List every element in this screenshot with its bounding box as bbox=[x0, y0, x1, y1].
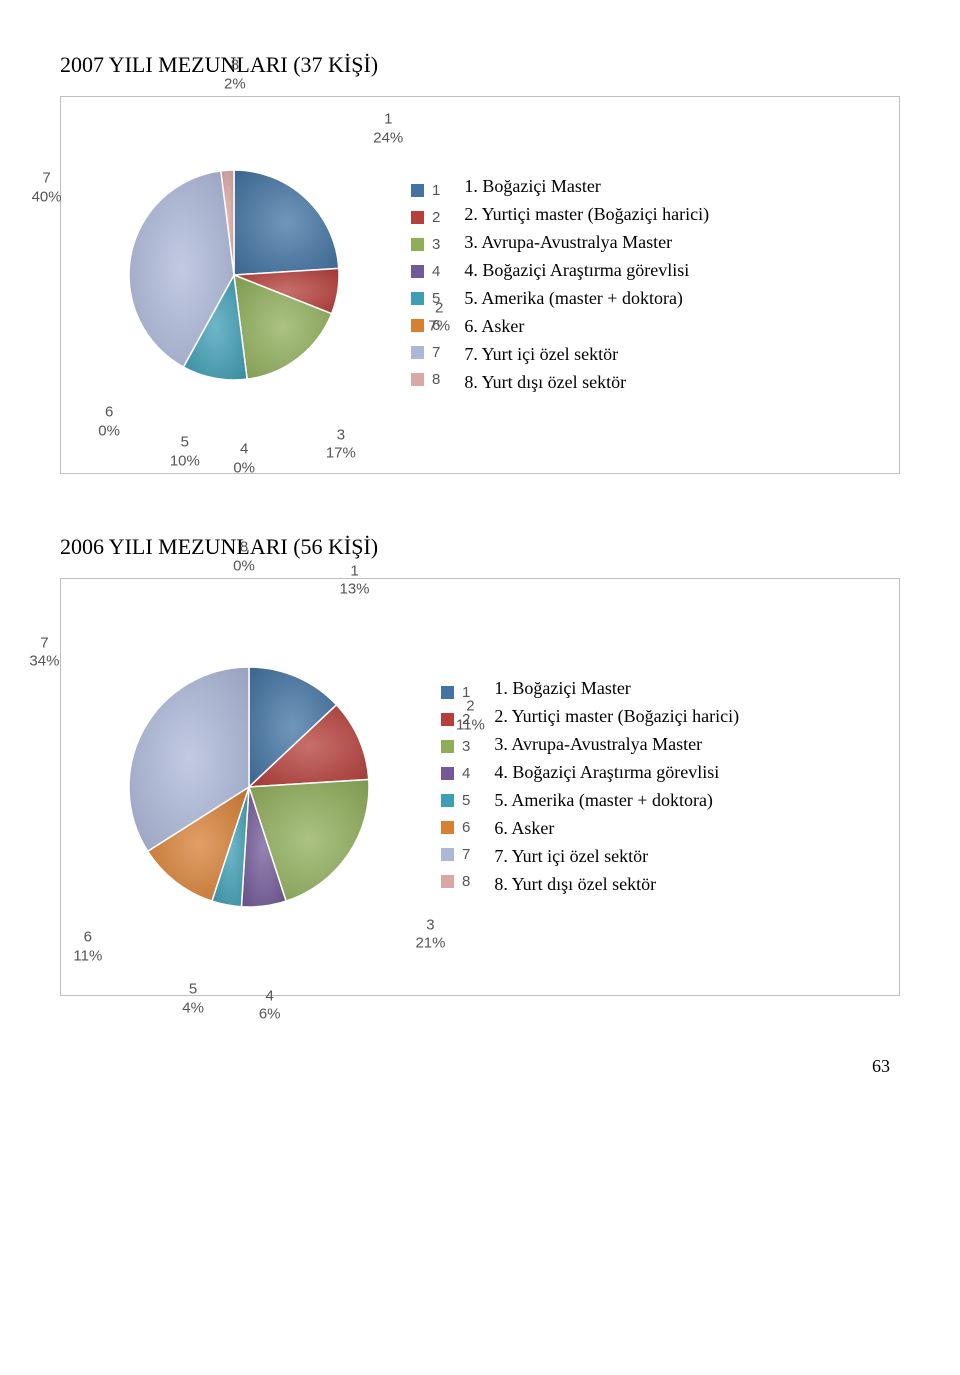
key-line-4: 4. Boğaziçi Araştırma görevlisi bbox=[494, 759, 739, 787]
legend-label-8: 8 bbox=[432, 371, 440, 388]
chart2-container: 113%211%321%46%54%611%734%80% 12345678 1… bbox=[60, 578, 900, 996]
key-line-7: 7. Yurt içi özel sektör bbox=[464, 341, 709, 369]
legend-label-3: 3 bbox=[432, 236, 440, 253]
key-line-3: 3. Avrupa-Avustralya Master bbox=[494, 731, 739, 759]
pie-label-3: 321% bbox=[415, 916, 445, 954]
chart2-pie bbox=[79, 597, 419, 977]
legend-item-1: 1 bbox=[411, 182, 440, 199]
pie-label-6: 60% bbox=[98, 403, 120, 441]
pie-label-8: 80% bbox=[233, 538, 255, 576]
pie-label-5: 510% bbox=[170, 434, 200, 472]
key-line-1: 1. Boğaziçi Master bbox=[464, 173, 709, 201]
pie-slice-1 bbox=[234, 170, 339, 275]
chart2-title: 2006 YILI MEZUNLARI (56 KİŞİ) bbox=[60, 534, 900, 560]
pie-label-4: 40% bbox=[233, 440, 255, 478]
legend-swatch-6 bbox=[411, 319, 424, 332]
key-line-3: 3. Avrupa-Avustralya Master bbox=[464, 229, 709, 257]
pie-label-4: 46% bbox=[259, 987, 281, 1025]
chart1-container: 124%27%317%40%510%60%740%82% 12345678 1.… bbox=[60, 96, 900, 474]
legend-swatch-6 bbox=[441, 821, 454, 834]
pie-label-2: 27% bbox=[428, 299, 450, 337]
legend-label-4: 4 bbox=[432, 263, 440, 280]
pie-label-3: 317% bbox=[326, 426, 356, 464]
key-line-8: 8. Yurt dışı özel sektör bbox=[464, 369, 709, 397]
legend-swatch-1 bbox=[441, 686, 454, 699]
key-line-5: 5. Amerika (master + doktora) bbox=[494, 787, 739, 815]
key-line-1: 1. Boğaziçi Master bbox=[494, 675, 739, 703]
pie-label-7: 740% bbox=[32, 169, 62, 207]
legend-item-6: 6 bbox=[441, 819, 470, 836]
pie-label-2: 211% bbox=[456, 698, 485, 736]
legend-label-1: 1 bbox=[432, 182, 440, 199]
legend-swatch-2 bbox=[441, 713, 454, 726]
page-number: 63 bbox=[60, 1056, 900, 1077]
legend-swatch-3 bbox=[411, 238, 424, 251]
legend-swatch-1 bbox=[411, 184, 424, 197]
chart1-pie-wrap: 124%27%317%40%510%60%740%82% bbox=[79, 115, 389, 455]
pie-label-8: 82% bbox=[224, 57, 246, 95]
key-line-2: 2. Yurtiçi master (Boğaziçi harici) bbox=[464, 201, 709, 229]
legend-label-5: 5 bbox=[462, 792, 470, 809]
pie-label-5: 54% bbox=[182, 980, 204, 1018]
legend-label-7: 7 bbox=[462, 846, 470, 863]
chart2-key: 1. Boğaziçi Master2. Yurtiçi master (Boğ… bbox=[494, 675, 739, 898]
key-line-6: 6. Asker bbox=[494, 815, 739, 843]
legend-swatch-4 bbox=[411, 265, 424, 278]
legend-label-7: 7 bbox=[432, 344, 440, 361]
legend-label-2: 2 bbox=[432, 209, 440, 226]
legend-label-6: 6 bbox=[462, 819, 470, 836]
legend-item-7: 7 bbox=[411, 344, 440, 361]
legend-item-5: 5 bbox=[441, 792, 470, 809]
pie-label-7: 734% bbox=[29, 634, 59, 672]
key-line-7: 7. Yurt içi özel sektör bbox=[494, 843, 739, 871]
legend-item-3: 3 bbox=[441, 738, 470, 755]
legend-swatch-7 bbox=[441, 848, 454, 861]
chart1-legend: 12345678 bbox=[411, 182, 440, 388]
legend-item-3: 3 bbox=[411, 236, 440, 253]
legend-item-2: 2 bbox=[411, 209, 440, 226]
legend-swatch-8 bbox=[441, 875, 454, 888]
key-line-5: 5. Amerika (master + doktora) bbox=[464, 285, 709, 313]
chart2-pie-wrap: 113%211%321%46%54%611%734%80% bbox=[79, 597, 419, 977]
chart1-title: 2007 YILI MEZUNLARI (37 KİŞİ) bbox=[60, 52, 900, 78]
key-line-2: 2. Yurtiçi master (Boğaziçi harici) bbox=[494, 703, 739, 731]
legend-item-7: 7 bbox=[441, 846, 470, 863]
legend-swatch-4 bbox=[441, 767, 454, 780]
legend-swatch-2 bbox=[411, 211, 424, 224]
legend-label-8: 8 bbox=[462, 873, 470, 890]
pie-label-1: 124% bbox=[373, 111, 403, 149]
legend-label-4: 4 bbox=[462, 765, 470, 782]
legend-swatch-3 bbox=[441, 740, 454, 753]
pie-label-6: 611% bbox=[73, 929, 102, 967]
legend-swatch-7 bbox=[411, 346, 424, 359]
chart1-key: 1. Boğaziçi Master2. Yurtiçi master (Boğ… bbox=[464, 173, 709, 396]
legend-swatch-5 bbox=[441, 794, 454, 807]
legend-swatch-5 bbox=[411, 292, 424, 305]
legend-label-3: 3 bbox=[462, 738, 470, 755]
key-line-6: 6. Asker bbox=[464, 313, 709, 341]
legend-item-8: 8 bbox=[441, 873, 470, 890]
legend-item-8: 8 bbox=[411, 371, 440, 388]
legend-item-4: 4 bbox=[411, 263, 440, 280]
key-line-4: 4. Boğaziçi Araştırma görevlisi bbox=[464, 257, 709, 285]
legend-item-4: 4 bbox=[441, 765, 470, 782]
chart1-pie bbox=[79, 115, 389, 455]
legend-swatch-8 bbox=[411, 373, 424, 386]
pie-label-1: 113% bbox=[340, 562, 370, 600]
key-line-8: 8. Yurt dışı özel sektör bbox=[494, 871, 739, 899]
